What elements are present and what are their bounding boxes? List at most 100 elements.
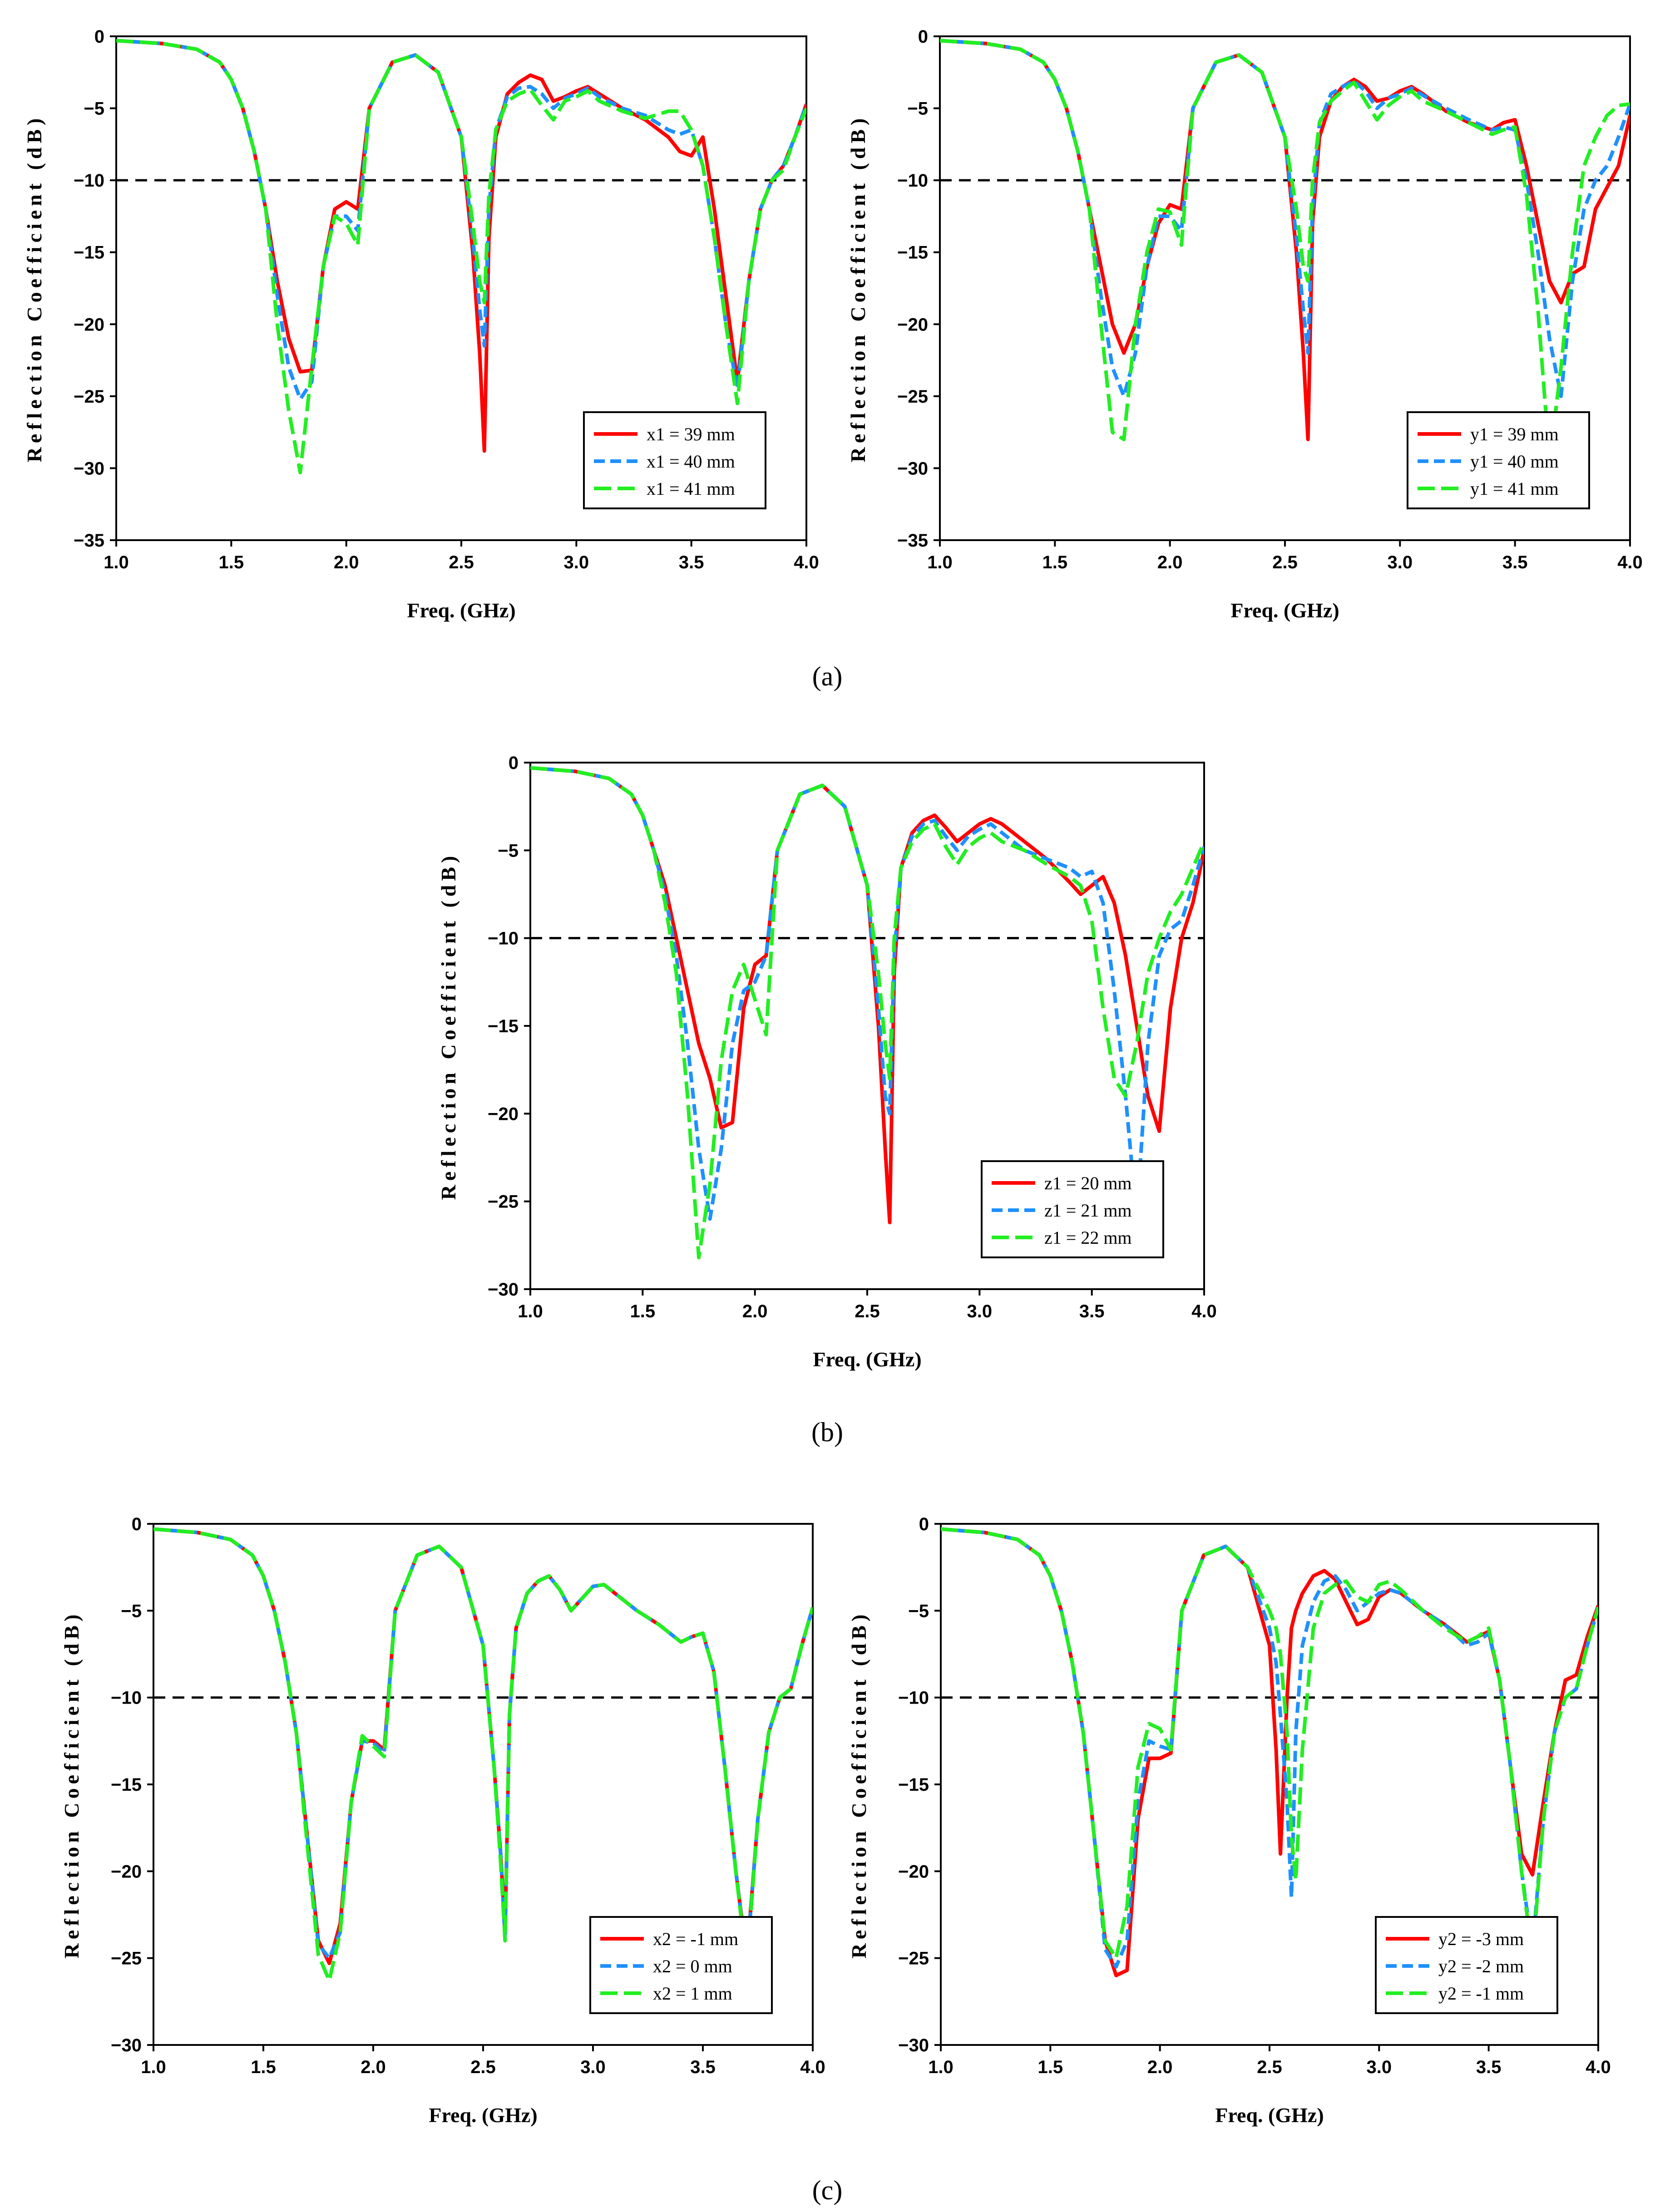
x-axis-label: Freq. (GHz) <box>1215 2104 1324 2127</box>
series-line-3 <box>940 39 1630 463</box>
caption-c: (c) <box>812 2175 843 2205</box>
y-tick-label: −25 <box>111 1949 142 1969</box>
y-tick-label: 0 <box>132 1514 142 1534</box>
legend-box <box>981 1160 1164 1258</box>
y-tick-label: −20 <box>898 1862 929 1882</box>
legend: x2 = -1 mm x2 = 0 mm x2 = 1 mm <box>589 1916 773 2014</box>
y-tick-label: −15 <box>898 1775 929 1795</box>
legend-label-2: x1 = 40 mm <box>647 451 735 472</box>
y-tick-label: −10 <box>897 171 928 191</box>
x-tick-label: 3.0 <box>1367 2057 1392 2077</box>
legend-label-3: x1 = 41 mm <box>647 478 735 499</box>
x-tick-label: 3.5 <box>690 2057 716 2077</box>
legend-label-1: x1 = 39 mm <box>647 424 735 444</box>
y-tick-label: −30 <box>488 1280 519 1300</box>
y-tick-label: −5 <box>84 99 104 119</box>
legend-label-3: y1 = 41 mm <box>1470 478 1559 499</box>
series-line-1 <box>116 39 806 453</box>
x-tick-label: 1.0 <box>928 2057 953 2077</box>
series-group <box>530 766 1204 1260</box>
x-tick-label: 3.5 <box>1079 1301 1105 1321</box>
x-axis-label: Freq. (GHz) <box>813 1348 921 1371</box>
x-tick-label: 3.0 <box>967 1301 993 1321</box>
x-tick-label: 2.0 <box>361 2057 386 2077</box>
x-tick-label: 2.0 <box>1157 552 1183 572</box>
y-tick-label: −15 <box>111 1775 142 1795</box>
y-axis-label: Reflection Coefficient (dB) <box>846 114 869 463</box>
x-tick-label: 2.5 <box>470 2057 496 2077</box>
x-tick-label: 4.0 <box>1586 2057 1611 2077</box>
y-tick-label: −10 <box>74 171 104 191</box>
series-line-3 <box>153 1527 813 1983</box>
series-line-3 <box>116 39 806 474</box>
legend-box <box>1375 1916 1558 2014</box>
y-tick-label: −25 <box>74 387 104 407</box>
legend-label-2: x2 = 0 mm <box>653 1956 732 1976</box>
y-axis-label: Reflection Coefficient (dB) <box>437 852 460 1200</box>
y-axis-label: Reflection Coefficient (dB) <box>60 1611 83 1959</box>
x-tick-label: 4.0 <box>794 552 819 572</box>
x-tick-label: 2.0 <box>742 1301 768 1321</box>
y-tick-label: −30 <box>111 2035 142 2055</box>
x-tick-label: 2.0 <box>334 552 359 572</box>
legend-label-2: y2 = -2 mm <box>1438 1956 1524 1976</box>
y-tick-label: −25 <box>488 1192 519 1212</box>
x-tick-label: 4.0 <box>1617 552 1643 572</box>
y-tick-label: −20 <box>111 1862 142 1882</box>
x-axis-label: Freq. (GHz) <box>407 599 515 622</box>
y-tick-label: −30 <box>897 458 928 478</box>
x-tick-label: 1.0 <box>518 1301 543 1321</box>
caption-b: (b) <box>811 1417 843 1447</box>
series-group <box>153 1527 813 1983</box>
y-tick-label: −15 <box>488 1016 519 1036</box>
chart-b: 1.0 1.5 2.0 2.5 3.0 3.5 4.0 0 −5 −10 −15 −20 −25 −30 F… <box>437 753 1217 1371</box>
x-tick-label: 2.5 <box>1257 2057 1282 2077</box>
x-tick-label: 2.5 <box>449 552 474 572</box>
x-axis-label: Freq. (GHz) <box>1230 599 1339 622</box>
series-group <box>941 1527 1598 1977</box>
y-tick-label: −5 <box>498 841 519 861</box>
x-tick-label: 2.5 <box>1272 552 1298 572</box>
y-axis-label: Reflection Coefficient (dB) <box>847 1611 870 1959</box>
legend-label-1: y1 = 39 mm <box>1470 424 1559 444</box>
series-line-2 <box>116 39 806 401</box>
legend: y2 = -3 mm y2 = -2 mm y2 = -1 mm <box>1375 1916 1558 2014</box>
legend-label-2: y1 = 40 mm <box>1470 451 1559 472</box>
legend-label-3: y2 = -1 mm <box>1438 1983 1524 2004</box>
y-tick-label: 0 <box>919 1514 929 1534</box>
y-tick-label: −5 <box>121 1601 142 1621</box>
x-tick-label: 1.5 <box>630 1301 656 1321</box>
series-line-1 <box>940 39 1630 441</box>
x-tick-label: 1.0 <box>927 552 953 572</box>
chart-a-right: 1.0 1.5 2.0 2.5 3.0 3.5 4.0 0 −5 −10 −15 −20 −25 −30 −… <box>846 27 1643 622</box>
legend-label-3: z1 = 22 mm <box>1044 1227 1132 1248</box>
x-tick-label: 1.5 <box>1042 552 1068 572</box>
series-group <box>116 39 806 474</box>
y-tick-label: −10 <box>488 929 519 949</box>
y-tick-label: −35 <box>74 531 104 551</box>
series-line-3 <box>941 1527 1598 1960</box>
y-axis-label: Reflection Coefficient (dB) <box>23 114 46 463</box>
legend-label-1: x2 = -1 mm <box>653 1929 738 1949</box>
series-line-3 <box>530 766 1204 1260</box>
y-tick-label: −5 <box>907 99 928 119</box>
chart-a-left: 1.0 1.5 2.0 2.5 3.0 3.5 4.0 0 −5 −10 −15 −20 −25 −30 −… <box>23 27 819 622</box>
y-tick-label: −30 <box>74 458 104 478</box>
x-tick-label: 1.5 <box>251 2057 276 2077</box>
x-tick-label: 1.5 <box>219 552 244 572</box>
chart-c-right: 1.0 1.5 2.0 2.5 3.0 3.5 4.0 0 −5 −10 −15 −20 −25 −30 F… <box>847 1514 1611 2127</box>
y-tick-label: −15 <box>74 243 104 263</box>
y-tick-label: 0 <box>94 27 104 47</box>
x-tick-label: 1.0 <box>104 552 129 572</box>
x-tick-label: 1.5 <box>1038 2057 1063 2077</box>
y-tick-label: −10 <box>898 1688 929 1708</box>
y-tick-label: 0 <box>509 753 519 773</box>
y-tick-label: −15 <box>897 243 928 263</box>
legend: x1 = 39 mm x1 = 40 mm x1 = 41 mm <box>583 411 766 509</box>
legend-label-3: x2 = 1 mm <box>653 1983 732 2004</box>
y-tick-label: −30 <box>898 2035 929 2055</box>
series-line-2 <box>530 766 1204 1221</box>
y-tick-label: −35 <box>897 531 928 551</box>
series-group <box>940 39 1630 463</box>
